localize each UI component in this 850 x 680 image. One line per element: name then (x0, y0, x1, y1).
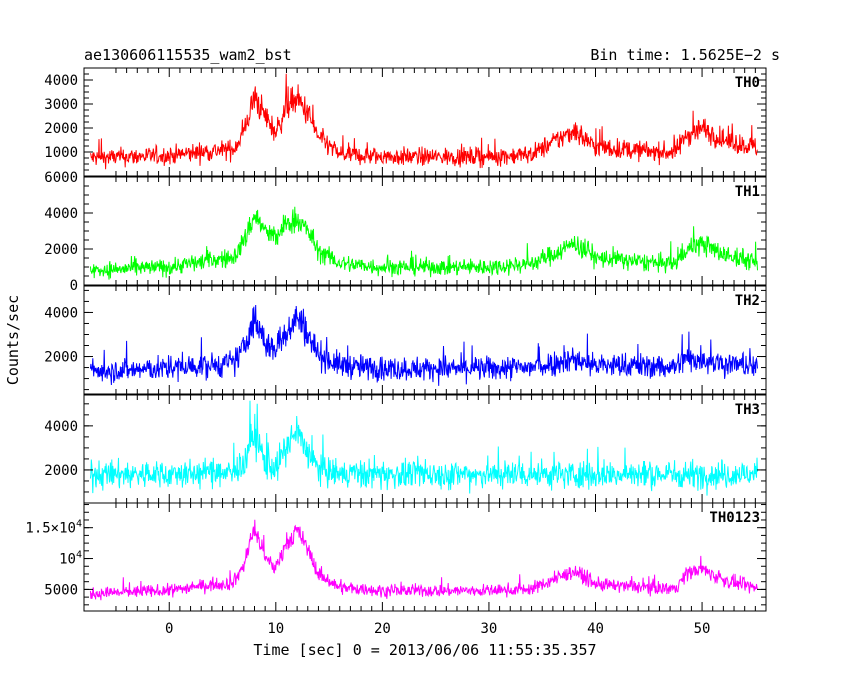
x-tick-label: 50 (694, 621, 711, 637)
panel-th0123: TH0123 5000 104 1.5×104 (25, 502, 767, 612)
series-line-th0123 (89, 519, 758, 601)
panels-group: TH0 1000 2000 3000 4000 TH1 0 2000 4000 6000 TH2 20… (25, 67, 767, 637)
panel-frame (83, 285, 767, 395)
y-tick-label: 4000 (44, 73, 78, 89)
series-line-th0 (89, 73, 758, 170)
panel-frame (83, 67, 767, 177)
x-tick-label: 40 (587, 621, 604, 637)
y-tick-label: 4000 (44, 305, 78, 321)
panel-frame (83, 394, 767, 504)
x-axis-label: Time [sec] 0 = 2013/06/06 11:55:35.357 (253, 641, 596, 659)
y-tick-label: 2000 (44, 121, 78, 137)
x-tick-label: 30 (481, 621, 498, 637)
y-tick-label: 104 (59, 550, 82, 568)
panel-frame (83, 502, 767, 612)
y-tick-label: 4000 (44, 419, 78, 435)
y-tick-label: 6000 (44, 170, 78, 186)
panel-label-th0: TH0 (735, 75, 760, 91)
panel-th2: TH2 2000 4000 (44, 285, 767, 395)
panel-th1: TH1 0 2000 4000 6000 (44, 170, 767, 294)
header-left-title: ae130606115535_wam2_bst (84, 46, 292, 64)
y-tick-label: 1.5×104 (25, 519, 82, 537)
panel-label-th0123: TH0123 (709, 510, 760, 526)
panel-th3: TH3 2000 4000 (44, 394, 767, 504)
panel-label-th1: TH1 (735, 184, 760, 200)
y-tick-label: 5000 (44, 582, 78, 598)
y-tick-label: 2000 (44, 463, 78, 479)
panel-label-th3: TH3 (735, 402, 760, 418)
header-right-title: Bin time: 1.5625E−2 s (590, 46, 780, 64)
y-axis-label: Counts/sec (4, 295, 22, 385)
y-tick-label: 3000 (44, 97, 78, 113)
panel-label-th2: TH2 (735, 293, 760, 309)
x-tick-label: 10 (267, 621, 284, 637)
y-tick-label: 1000 (44, 145, 78, 161)
series-line-th1 (89, 206, 758, 280)
x-tick-label: 20 (374, 621, 391, 637)
series-line-th3 (89, 400, 758, 496)
x-tick-label: 0 (165, 621, 173, 637)
series-line-th2 (89, 304, 758, 386)
panel-th0: TH0 1000 2000 3000 4000 (44, 67, 767, 177)
y-tick-label: 2000 (44, 242, 78, 258)
y-tick-label: 0 (70, 278, 78, 294)
y-tick-label: 4000 (44, 206, 78, 222)
y-tick-label: 2000 (44, 350, 78, 366)
